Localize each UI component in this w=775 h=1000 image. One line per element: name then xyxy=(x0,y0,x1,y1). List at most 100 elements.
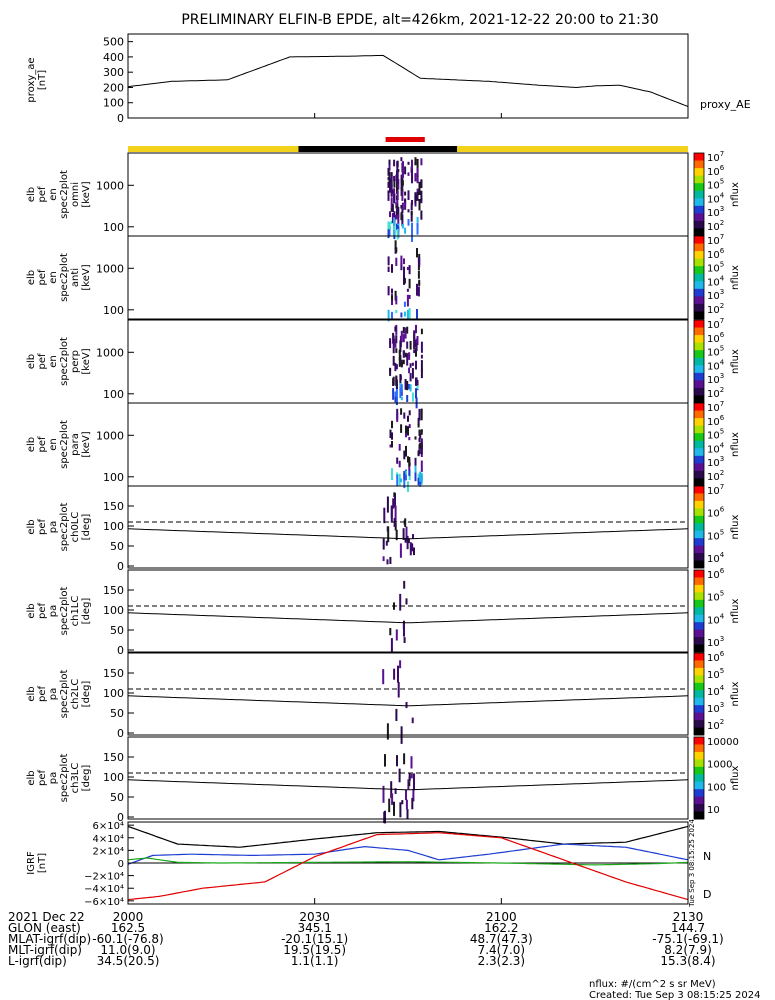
ephemeris-value: 8.2(7.9) xyxy=(664,943,712,957)
pa-pixel xyxy=(394,492,396,508)
pa-pixel xyxy=(386,559,389,565)
spec-pixel xyxy=(392,346,395,354)
igrf-legend-n: N xyxy=(703,850,711,863)
spec-colorbar-tick: 106 xyxy=(707,331,725,345)
ephemeris-value: -20.1(15.1) xyxy=(281,932,348,946)
spec-frame xyxy=(127,402,689,487)
igrf-ylabel-line: IGRF xyxy=(26,851,37,875)
spec-ylabel-line: elb xyxy=(26,187,37,202)
spec-pixel xyxy=(408,265,411,275)
spec-pixel xyxy=(403,311,406,317)
pa-pixel xyxy=(387,526,390,543)
spec-pixel xyxy=(420,360,423,371)
ae-frame xyxy=(127,33,689,119)
ae-line xyxy=(127,54,689,107)
pa-pixel xyxy=(412,534,414,539)
spec-pixel xyxy=(393,180,396,188)
pa-colorbar-tick-exp: 5 xyxy=(720,667,724,675)
spec-colorbar-tick-exp: 7 xyxy=(720,400,724,408)
spec-ylabel-line: elb xyxy=(26,270,37,285)
ae-ytick-label: 100 xyxy=(103,97,124,110)
spec-pixel xyxy=(410,211,413,216)
spec-pixel xyxy=(393,194,396,204)
spec-pixel xyxy=(387,221,390,232)
pa-ytick-label: 50 xyxy=(110,791,124,804)
igrf-E-line xyxy=(127,857,689,866)
spec-pixel xyxy=(392,335,395,347)
pa-colorbar-swatch xyxy=(694,629,704,638)
spec-pixel xyxy=(389,368,392,376)
spec-pixel xyxy=(415,377,418,384)
pa-colorbar-swatch xyxy=(694,759,704,768)
pa-colorbar-tick: 104 xyxy=(707,684,725,698)
spec-pixel xyxy=(416,309,418,321)
pa-pixel xyxy=(390,505,393,523)
spec-pixel xyxy=(400,205,403,209)
spec-pixel xyxy=(420,472,423,483)
spec-pixel xyxy=(411,368,414,379)
spec-ylabel-line: pef xyxy=(37,186,48,203)
spec-pixel xyxy=(407,172,410,176)
pa-colorbar-frame xyxy=(693,569,705,653)
spec-pixel xyxy=(396,160,399,168)
spec-colorbar-tick: 102 xyxy=(707,386,724,400)
spec-pixel xyxy=(395,203,398,209)
pa-colorbar-swatch xyxy=(694,660,704,669)
spec-pixel xyxy=(405,469,407,481)
pa-colorbar-tick-exp: 5 xyxy=(720,590,724,598)
spec-pixel xyxy=(410,202,413,211)
spec-colorbar-swatch xyxy=(694,478,704,487)
pa-pixel xyxy=(385,540,388,546)
spec-ytick-label: 100 xyxy=(103,221,124,234)
pa-colorbar-tick: 10 xyxy=(707,805,720,816)
spec-pixel xyxy=(400,396,403,401)
spec-pixel xyxy=(395,379,398,389)
ephemeris-row-label: GLON (east) xyxy=(8,921,81,935)
pa-colorbar-tick: 105 xyxy=(707,528,724,542)
pa-colorbar-swatch xyxy=(694,697,704,706)
spec-pixel xyxy=(400,362,403,367)
pa-pixel xyxy=(384,754,386,767)
spec-colorbar-tick: 107 xyxy=(707,400,724,414)
spec-pixel xyxy=(417,417,420,425)
spec-pixel xyxy=(416,191,419,201)
pa-ylabel-line: pa xyxy=(48,772,59,784)
pa-colorbar-swatch xyxy=(694,774,704,783)
spec-pixel xyxy=(409,363,412,368)
spec-colorbar-swatch xyxy=(694,273,704,282)
spec-pixel xyxy=(420,369,423,379)
pa-colorbar-swatch xyxy=(694,570,704,578)
spec-frame xyxy=(127,235,689,320)
spec-colorbar-swatch xyxy=(694,251,704,260)
spec-pixel xyxy=(411,362,414,366)
spec-pixel xyxy=(387,229,390,239)
spec-pixel xyxy=(387,181,390,188)
pa-pixel xyxy=(382,785,385,803)
pa-pixel xyxy=(402,528,405,540)
pa-frame xyxy=(127,736,689,820)
pa-pixel xyxy=(408,781,411,787)
spec-pixel xyxy=(400,389,403,396)
spec-pixel xyxy=(396,199,399,204)
spec-pixel xyxy=(408,470,411,476)
spec-pixel xyxy=(394,290,397,301)
igrf-ytick-label: −4×10⁴ xyxy=(84,884,124,895)
spec-colorbar-swatch xyxy=(694,296,704,305)
spec-pixel xyxy=(420,328,423,335)
igrf-side-text: Tue Sep 3 08:15:25 2024 xyxy=(688,819,696,908)
spec-pixel xyxy=(405,471,407,475)
spec-colorbar-swatch xyxy=(694,350,704,359)
spec-pixel xyxy=(407,161,410,165)
spec-colorbar-swatch xyxy=(694,258,704,267)
pa-ytick-label: 50 xyxy=(110,624,124,637)
pa-pixel xyxy=(413,773,415,791)
spec-colorbar-swatch xyxy=(694,365,704,374)
spec-pixel xyxy=(406,355,409,366)
spec-colorbar-tick-exp: 5 xyxy=(720,428,724,436)
spec-pixel xyxy=(416,217,419,223)
spec-pixel xyxy=(418,199,421,211)
pa-ytick-label: 50 xyxy=(110,540,124,553)
pa-colorbar-swatch xyxy=(694,637,704,646)
pa-pixel xyxy=(411,543,414,552)
